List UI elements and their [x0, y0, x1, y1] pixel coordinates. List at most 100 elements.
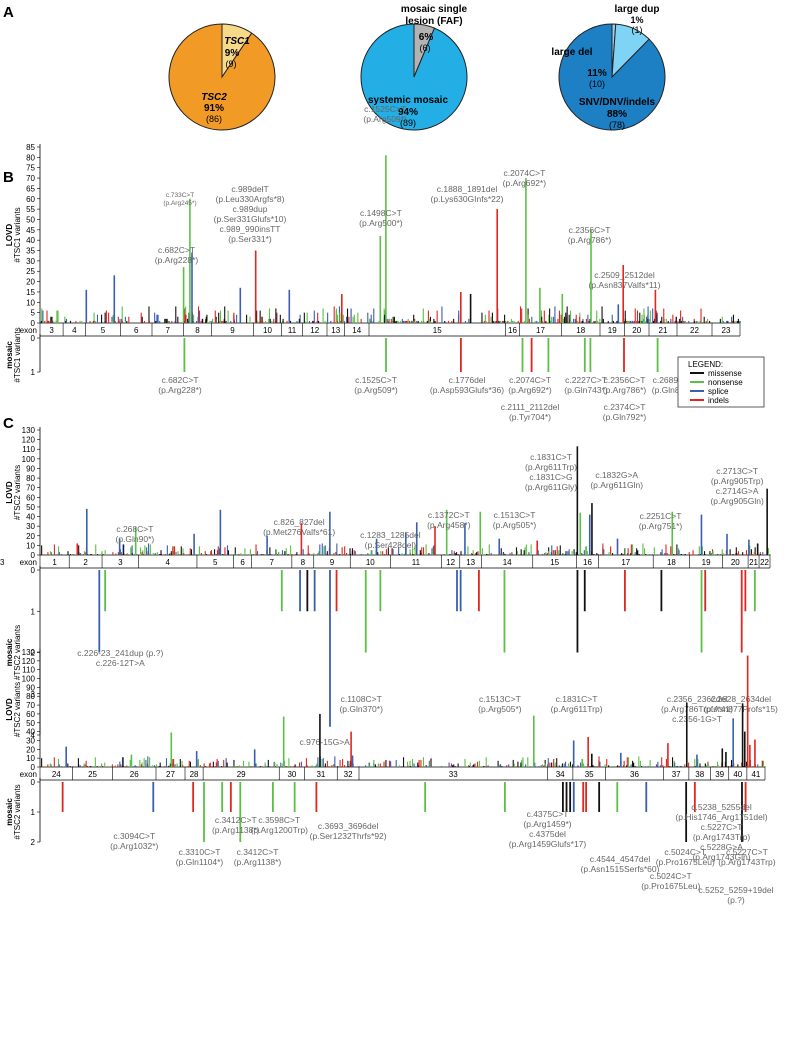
- lovd-annotation: c.989dup: [233, 204, 268, 214]
- lovd-bar: [699, 320, 701, 323]
- lovd-y-tick-label: 70: [26, 701, 35, 710]
- pie-slice-tsc2: [168, 23, 276, 131]
- lovd-bar: [341, 547, 343, 555]
- lovd-bar: [82, 554, 85, 555]
- mosaic-annotation: (p.Pro1675Leu): [656, 857, 715, 867]
- lovd-bar: [108, 312, 110, 323]
- lovd-bar: [326, 551, 328, 555]
- lovd-bar: [336, 320, 338, 323]
- lovd-bar: [497, 320, 499, 323]
- legend-label-indels: indels: [708, 396, 729, 405]
- lovd-bar: [330, 320, 332, 323]
- lovd-bar: [284, 760, 286, 767]
- lovd-bar: [370, 314, 372, 323]
- lovd-bar: [695, 766, 697, 767]
- lovd-bar: [50, 316, 52, 323]
- lovd-bar: [519, 306, 522, 323]
- pie-label-snv-count: (78): [609, 120, 625, 130]
- lovd-bar: [398, 547, 400, 555]
- lovd-bar: [303, 312, 305, 323]
- lovd-bar: [222, 554, 224, 555]
- lovd-bar: [168, 554, 171, 555]
- lovd-bar: [563, 318, 565, 323]
- lovd-annotation: c.4375del: [529, 829, 566, 839]
- lovd-bar-highlight: [182, 267, 185, 323]
- lovd-y-tick-label: 45: [26, 226, 35, 235]
- lovd-bar: [46, 766, 48, 767]
- lovd-bar: [313, 553, 315, 555]
- lovd-bar: [557, 318, 559, 323]
- mosaic-bar: [700, 570, 703, 653]
- lovd-bar: [273, 318, 275, 323]
- lovd-bar: [316, 763, 318, 767]
- lovd-bar: [317, 553, 319, 555]
- lovd-bar: [413, 314, 415, 323]
- mosaic-bar: [645, 782, 648, 812]
- lovd-annotation: (p.His1746_Arg1751del): [675, 812, 767, 822]
- lovd-bar: [251, 766, 253, 767]
- lovd-bar: [612, 553, 614, 555]
- lovd-bar: [383, 761, 385, 767]
- lovd-bar: [511, 552, 513, 555]
- lovd-bar: [735, 547, 737, 555]
- lovd-bar: [495, 320, 497, 323]
- lovd-bar: [96, 766, 98, 767]
- lovd-bar: [69, 320, 72, 323]
- mosaic-bar: [239, 782, 242, 842]
- lovd-bar: [497, 760, 499, 767]
- lovd-bar: [155, 320, 157, 323]
- lovd-bar: [242, 760, 245, 767]
- lovd-bar: [504, 554, 506, 555]
- lovd-bar: [611, 554, 613, 555]
- exon-label: 7: [270, 558, 275, 567]
- lovd-bar-highlight: [282, 716, 285, 767]
- lovd-bar: [335, 308, 338, 323]
- mosaic-annotation: c.226-12T>A: [96, 658, 145, 668]
- pie-label-large-dup-percent: 1%: [630, 15, 643, 25]
- lovd-bar: [349, 548, 351, 555]
- lovd-annotation: (p.Arg500*): [359, 218, 403, 228]
- lovd-bar: [769, 554, 771, 555]
- lovd-bar: [636, 551, 638, 555]
- lovd-bar: [517, 761, 519, 767]
- lovd-bar: [665, 318, 667, 323]
- lovd-bar: [115, 553, 117, 555]
- lovd-bar: [304, 320, 306, 323]
- lovd-bar: [722, 320, 724, 323]
- lovd-bar: [656, 314, 658, 323]
- lovd-bar: [155, 764, 158, 767]
- lovd-bar: [368, 762, 371, 767]
- exon-label: 41: [751, 770, 760, 779]
- lovd-bar-highlight: [375, 538, 378, 555]
- lovd-bar: [370, 550, 372, 555]
- lovd-bar-highlight: [496, 209, 498, 323]
- lovd-bar: [48, 320, 50, 323]
- exon-label: 18: [576, 326, 585, 335]
- lovd-bar: [456, 552, 458, 555]
- lovd-bar: [451, 765, 453, 767]
- lovd-bar: [567, 551, 569, 555]
- exon-label: 6: [134, 326, 139, 335]
- exon-label: 34: [556, 770, 565, 779]
- mosaic-annotation: (p.Arg692*): [508, 385, 552, 395]
- lovd-bar: [306, 312, 308, 323]
- lovd-y-label-gene: #TSC1 variants: [13, 207, 22, 262]
- lovd-bar: [261, 766, 263, 767]
- lovd-bar: [751, 554, 753, 555]
- mosaic-annotation: (p.Asp593Glufs*36): [430, 385, 504, 395]
- lovd-bar: [677, 320, 679, 323]
- lovd-bar: [500, 554, 502, 555]
- lovd-bar: [300, 761, 302, 767]
- lovd-bar: [573, 318, 575, 323]
- lovd-bar: [422, 308, 424, 323]
- lovd-bar: [166, 545, 168, 555]
- lovd-bar: [315, 765, 317, 767]
- lovd-bar: [586, 551, 588, 555]
- lovd-bar: [632, 763, 634, 767]
- legend-label-missense: missense: [708, 369, 742, 378]
- lovd-bar: [183, 308, 186, 323]
- lovd-bar: [587, 314, 589, 323]
- mosaic-bar: [385, 338, 387, 372]
- lovd-bar: [707, 765, 709, 767]
- lovd-bar: [699, 554, 701, 555]
